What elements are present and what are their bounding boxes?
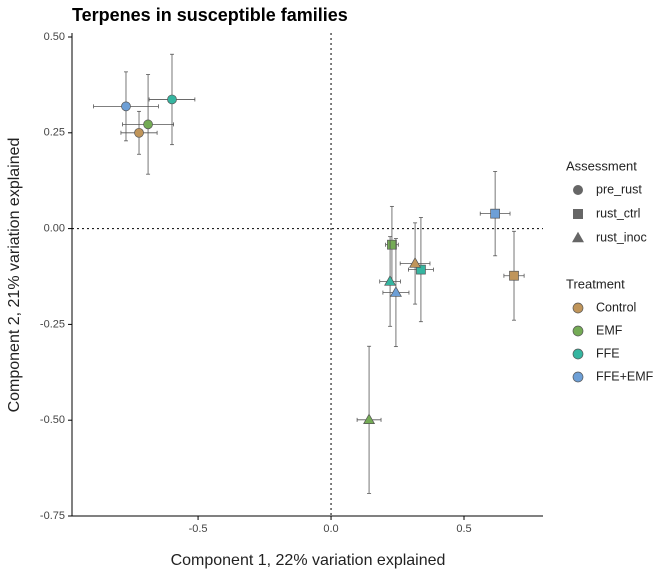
legend-symbol — [573, 185, 583, 195]
legend-label: FFE — [596, 346, 620, 360]
point — [363, 413, 376, 424]
x-tick-label: 0.5 — [456, 523, 471, 535]
legend-label: FFE+EMF — [596, 369, 654, 383]
y-tick-label: -0.75 — [40, 510, 65, 522]
legend-title: Assessment — [566, 158, 637, 173]
y-axis-title: Component 2, 21% variation explained — [6, 138, 23, 413]
legend-symbol — [572, 371, 584, 383]
point — [134, 127, 144, 138]
y-tick-label: 0.00 — [44, 223, 65, 235]
x-tick-label: -0.5 — [189, 523, 208, 535]
legend-symbol — [572, 302, 584, 314]
legend-label: rust_inoc — [596, 230, 647, 244]
point — [384, 275, 397, 286]
y-tick-label: -0.25 — [40, 318, 65, 330]
point — [409, 257, 422, 268]
chart-title: Terpenes in susceptible families — [72, 5, 348, 25]
legend-symbol — [572, 325, 584, 337]
legend-symbol — [572, 231, 584, 243]
legend-label: EMF — [596, 323, 623, 337]
legend-symbol — [573, 209, 583, 219]
point — [389, 286, 402, 297]
y-tick-label: 0.50 — [44, 31, 65, 43]
x-axis-title: Component 1, 22% variation explained — [171, 552, 446, 569]
point — [490, 208, 500, 219]
x-tick-label: 0.0 — [323, 523, 338, 535]
point — [121, 101, 131, 112]
point — [416, 264, 426, 275]
legend-title: Treatment — [566, 276, 625, 291]
point — [167, 94, 177, 105]
point — [143, 119, 153, 130]
y-tick-label: -0.50 — [40, 414, 65, 426]
legend-label: rust_ctrl — [596, 206, 640, 220]
legend-label: pre_rust — [596, 182, 642, 196]
y-tick-label: 0.25 — [44, 127, 65, 139]
point — [509, 270, 519, 281]
point — [387, 239, 397, 250]
legend-label: Control — [596, 300, 636, 314]
legend-symbol — [572, 348, 584, 360]
